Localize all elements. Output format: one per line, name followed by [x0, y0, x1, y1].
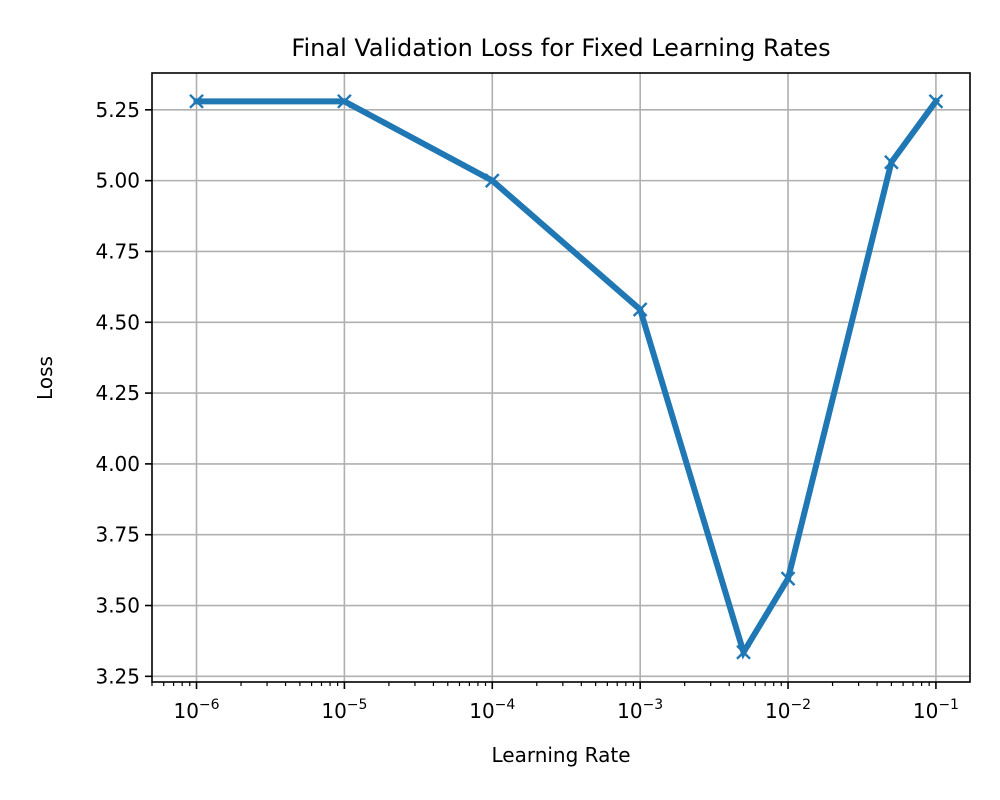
- x-tick-exponent: −3: [643, 697, 664, 713]
- grid: [152, 73, 970, 682]
- y-tick-label: 5.00: [95, 169, 140, 193]
- data-point-marker: [780, 571, 796, 586]
- x-tick-label: 10−5: [321, 697, 367, 723]
- series-line: [193, 97, 941, 660]
- x-tick-base: 10: [469, 699, 494, 723]
- x-tick-label: 10−2: [765, 697, 811, 723]
- x-tick-base: 10: [765, 699, 790, 723]
- data-point-marker: [189, 93, 204, 109]
- x-tick-exponent: −4: [495, 697, 516, 713]
- y-tick-label: 3.75: [95, 523, 140, 547]
- axis-ticks: 10−6 10−5 10−4 10−3 10−2 10−13.253.503.754.00…: [95, 98, 958, 723]
- plot-frame: [151, 72, 971, 683]
- data-point-marker: [884, 154, 899, 170]
- y-tick-label: 5.25: [95, 98, 140, 122]
- y-axis-label: Loss: [33, 356, 57, 400]
- x-tick-label: 10−1: [913, 697, 959, 723]
- y-tick-label: 4.50: [95, 310, 140, 334]
- data-point-marker: [736, 644, 751, 660]
- x-tick-label: 10−3: [617, 697, 663, 723]
- y-tick-label: 4.00: [95, 452, 140, 476]
- y-tick-label: 4.25: [95, 381, 140, 405]
- data-point-marker: [484, 173, 500, 188]
- y-tick-label: 3.50: [95, 594, 140, 618]
- x-tick-base: 10: [321, 699, 346, 723]
- x-tick-exponent: −5: [347, 697, 368, 713]
- x-tick-exponent: −1: [938, 697, 959, 713]
- y-tick-label: 3.25: [95, 664, 140, 688]
- x-tick-exponent: −2: [790, 697, 811, 713]
- x-tick-exponent: −6: [199, 697, 220, 713]
- y-tick-label: 4.75: [95, 239, 140, 263]
- x-tick-base: 10: [173, 699, 198, 723]
- chart-title: Final Validation Loss for Fixed Learning…: [291, 34, 830, 62]
- x-axis-label: Learning Rate: [491, 743, 630, 767]
- series-layer: [189, 93, 944, 660]
- data-point-marker: [632, 302, 648, 317]
- x-tick-base: 10: [913, 699, 938, 723]
- data-point-marker: [337, 93, 352, 109]
- x-tick-label: 10−4: [469, 697, 515, 723]
- data-point-marker: [928, 93, 944, 109]
- x-tick-base: 10: [617, 699, 642, 723]
- x-tick-label: 10−6: [173, 697, 219, 723]
